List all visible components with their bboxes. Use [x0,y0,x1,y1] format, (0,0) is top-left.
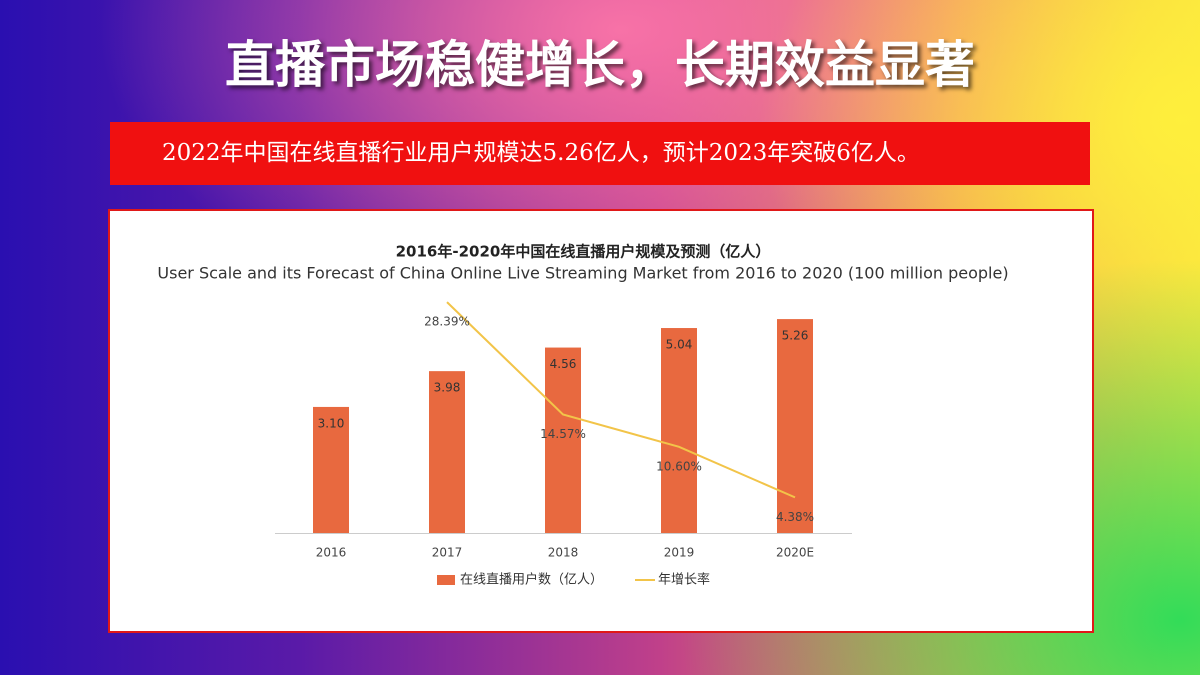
x-tick-label: 2018 [548,546,579,560]
legend-label: 在线直播用户数（亿人） [460,572,603,588]
banner: 2022年中国在线直播行业用户规模达5.26亿人，预计2023年突破6亿人。 [110,122,1090,185]
data-label: 5.04 [666,338,693,352]
x-tick-label: 2020E [776,546,814,560]
x-tick-label: 2017 [432,546,463,560]
x-tick-label: 2016 [316,546,347,560]
chart-panel [108,209,1094,633]
chart-subtitle: User Scale and its Forecast of China Onl… [157,264,1008,283]
data-label: 3.10 [318,416,345,430]
data-label: 3.98 [434,381,461,395]
data-label: 10.60% [656,459,702,473]
data-label: 14.57% [540,427,586,441]
data-label: 4.56 [550,357,577,371]
line [446,301,796,499]
bar [661,328,697,533]
chart-title: 2016年-2020年中国在线直播用户规模及预测（亿人） [396,243,771,261]
slide-title: 直播市场稳健增长，长期效益显著 [225,36,975,94]
bar [429,371,465,533]
legend-swatch [437,575,455,585]
bar [545,347,581,533]
data-label: 28.39% [424,315,470,329]
bar [313,406,349,533]
legend-label: 年增长率 [658,572,710,588]
bar [777,319,813,533]
x-tick-label: 2019 [664,546,695,560]
data-label: 4.38% [776,510,814,524]
data-label: 5.26 [782,329,809,343]
